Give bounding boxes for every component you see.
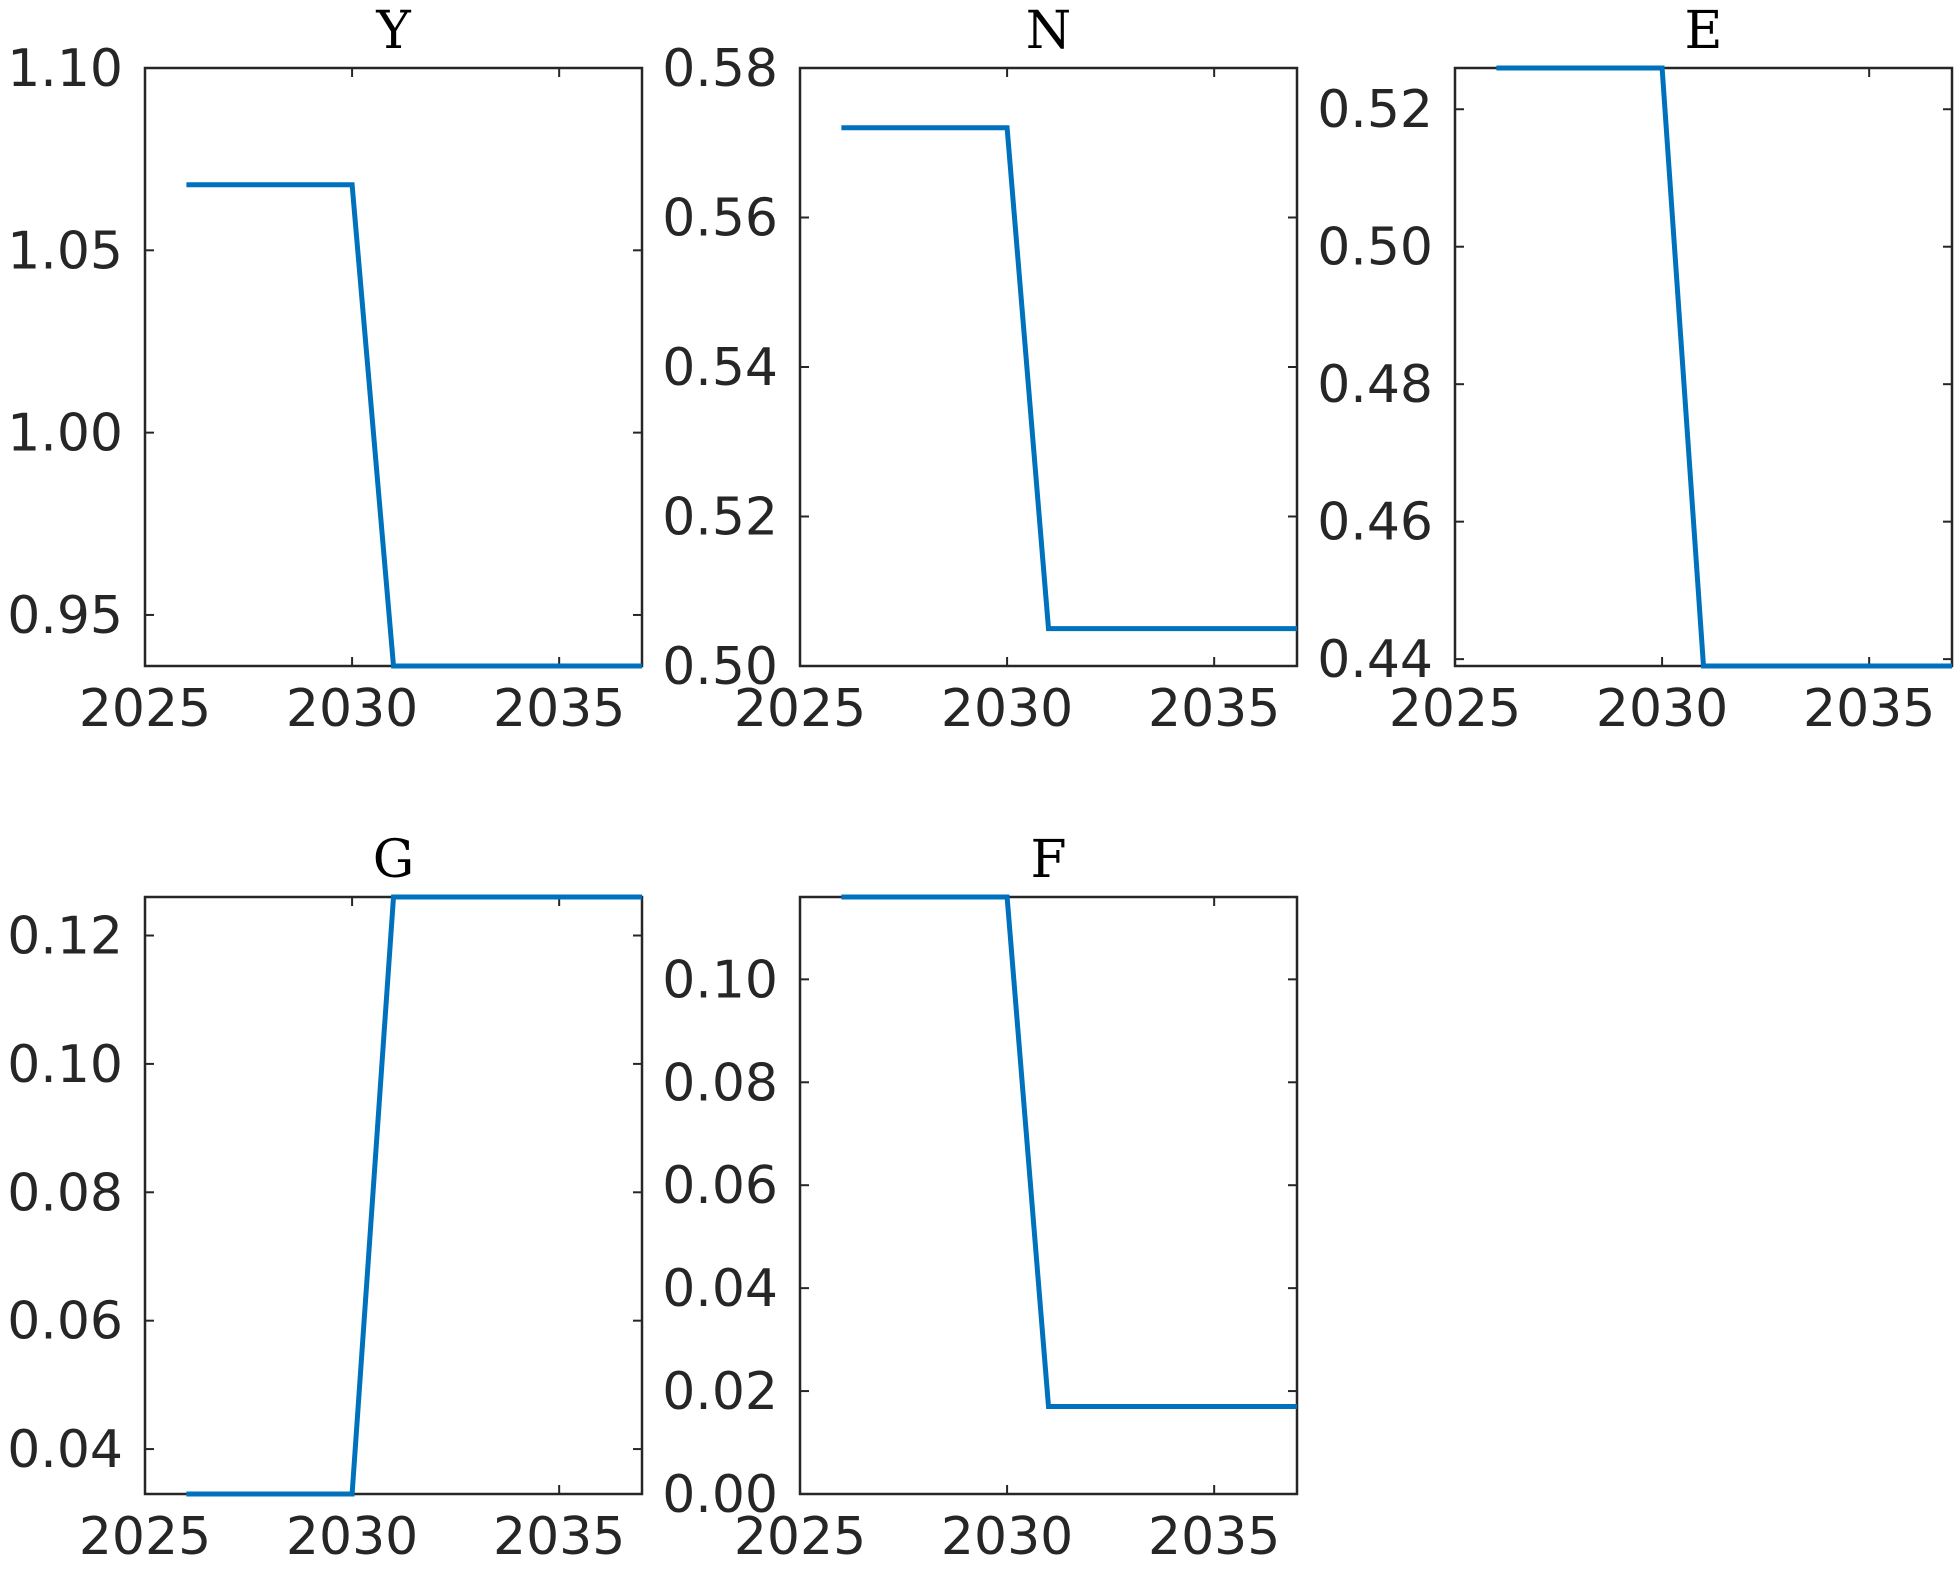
subplot-e: 2025 2030 2035 0.44 0.46 0.48 0.50 0.52 E [1317, 1, 1954, 739]
x-tick-label: 2030 [941, 1507, 1073, 1567]
series-line [1496, 65, 1952, 669]
series-line [841, 894, 1297, 1409]
y-tick-label: 0.04 [7, 1420, 123, 1480]
series-line [841, 125, 1297, 632]
y-tick-label: 0.50 [1317, 218, 1433, 278]
y-tick-label: 1.05 [7, 221, 123, 281]
subplot-g: 2025 2030 2035 0.04 0.06 0.08 0.10 0.12 G [7, 830, 644, 1567]
y-tick-label: 0.56 [662, 189, 778, 249]
x-tick-label: 2025 [734, 1507, 866, 1567]
y-tick-label: 0.02 [662, 1362, 778, 1422]
y-tick-label: 0.12 [7, 907, 123, 967]
y-tick-label: 0.08 [662, 1053, 778, 1113]
y-tick-label: 0.58 [662, 39, 778, 99]
y-tick-label: 0.08 [7, 1163, 123, 1223]
x-tick-label: 2030 [286, 679, 418, 739]
y-tick-label: 1.10 [7, 39, 123, 99]
axes-frame [1453, 66, 1954, 668]
y-tick-label: 0.10 [662, 950, 778, 1010]
subplot-f: 2025 2030 2035 0.00 0.02 0.04 0.06 0.08 0.10 F [662, 830, 1299, 1567]
y-tick-label: 0.50 [662, 637, 778, 697]
axes-frame [143, 66, 644, 668]
x-tick-label: 2030 [286, 1507, 418, 1567]
y-tick-label: 1.00 [7, 404, 123, 464]
y-tick-label: 0.06 [7, 1292, 123, 1352]
x-tick-label: 2035 [493, 1507, 625, 1567]
y-tick-label: 0.04 [662, 1259, 778, 1319]
x-tick-label: 2035 [1148, 1507, 1280, 1567]
subplot-title: Y [375, 1, 411, 61]
y-tick-label: 0.46 [1317, 493, 1433, 553]
x-tick-label: 2025 [1389, 679, 1521, 739]
subplot-title: N [1026, 1, 1072, 61]
y-tick-label: 0.52 [662, 488, 778, 548]
axes-frame [798, 66, 1299, 668]
y-tick-label: 0.52 [1317, 80, 1433, 140]
x-tick-label: 2035 [1803, 679, 1935, 739]
y-tick-label: 0.54 [662, 338, 778, 398]
x-tick-label: 2025 [734, 679, 866, 739]
y-tick-label: 0.48 [1317, 355, 1433, 415]
x-tick-label: 2035 [1148, 679, 1280, 739]
subplot-title: E [1685, 1, 1723, 61]
subplot-title: F [1030, 830, 1066, 890]
x-tick-label: 2035 [493, 679, 625, 739]
x-tick-label: 2030 [1596, 679, 1728, 739]
x-tick-label: 2030 [941, 679, 1073, 739]
axes-frame [143, 895, 644, 1496]
subplot-title: G [373, 830, 415, 890]
y-tick-label: 0.00 [662, 1465, 778, 1525]
y-tick-label: 0.10 [7, 1035, 123, 1095]
subplot-n: 2025 2030 2035 0.50 0.52 0.54 0.56 0.58 N [662, 1, 1299, 739]
series-line [186, 182, 642, 669]
subplot-y: 2025 2030 2035 0.95 1.00 1.05 1.10 Y [7, 1, 644, 739]
y-tick-label: 0.44 [1317, 630, 1433, 690]
y-tick-label: 0.06 [662, 1156, 778, 1216]
series-line [186, 894, 642, 1497]
x-tick-label: 2025 [79, 1507, 211, 1567]
x-tick-label: 2025 [79, 679, 211, 739]
y-tick-label: 0.95 [7, 586, 123, 646]
